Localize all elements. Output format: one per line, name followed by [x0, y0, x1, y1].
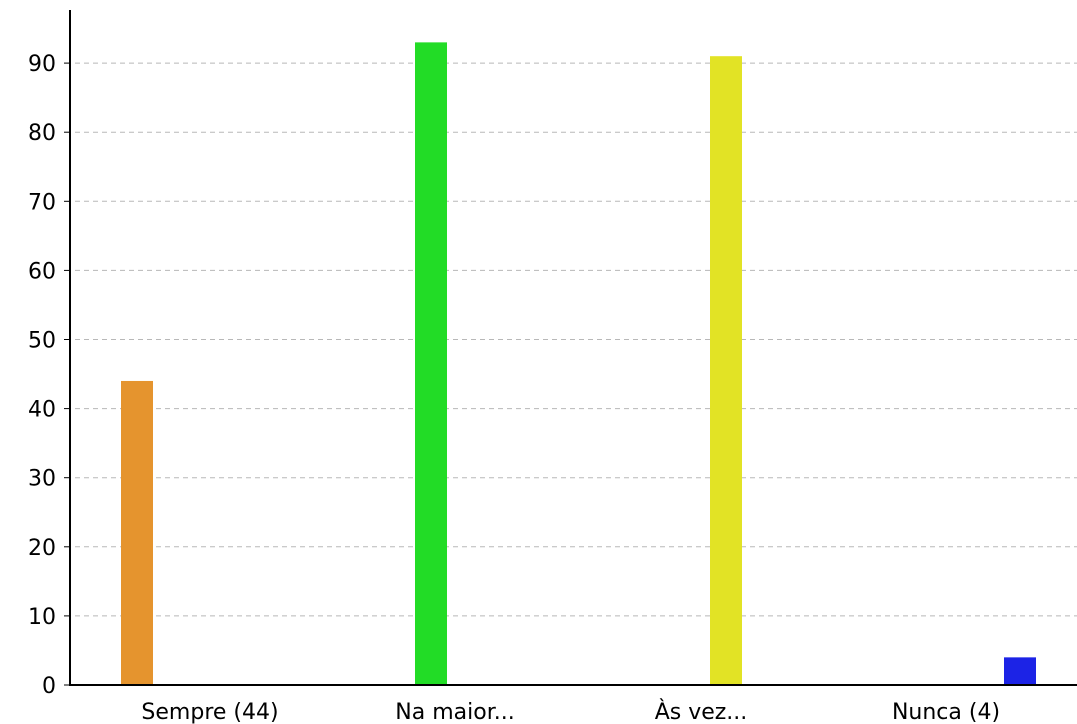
x-tick-label: Nunca (4)	[892, 700, 1000, 724]
y-tick-label: 0	[42, 674, 56, 699]
y-tick-label: 10	[28, 605, 56, 630]
y-tick-label: 50	[28, 329, 56, 354]
axes	[69, 10, 1077, 686]
y-tick-label: 90	[28, 52, 56, 77]
bar-4	[1004, 657, 1036, 685]
y-tick-label: 30	[28, 467, 56, 492]
y-tick-label: 20	[28, 536, 56, 561]
y-tick-label: 40	[28, 398, 56, 423]
gridlines	[75, 62, 1077, 617]
x-tick-labels: Sempre (44) Na maior... Às vez... Nunca (4)	[141, 699, 1000, 724]
bar-3	[710, 56, 742, 685]
bars	[121, 42, 1036, 686]
y-tick-label: 60	[28, 259, 56, 284]
bar-2	[415, 42, 447, 686]
y-tick-label: 70	[28, 190, 56, 215]
y-tick-labels: 0 10 20 30 40 50 60 70 80 90	[28, 52, 70, 699]
x-tick-label: Às vez...	[655, 699, 748, 724]
y-tick-label: 80	[28, 121, 56, 146]
bar-1	[121, 380, 153, 685]
x-tick-label: Na maior...	[395, 700, 514, 724]
x-tick-label: Sempre (44)	[141, 700, 278, 724]
